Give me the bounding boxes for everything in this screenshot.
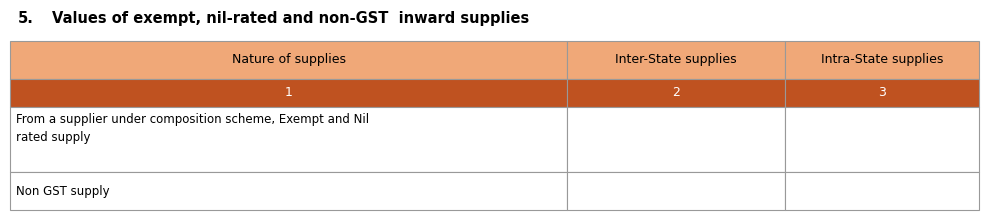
Bar xyxy=(785,41,979,79)
Bar xyxy=(10,41,567,79)
Text: 1: 1 xyxy=(285,86,293,100)
Text: 3: 3 xyxy=(878,86,886,100)
Bar xyxy=(10,79,567,107)
Bar xyxy=(10,107,567,172)
Bar xyxy=(785,172,979,210)
Text: 2: 2 xyxy=(673,86,680,100)
Bar xyxy=(785,79,979,107)
Text: From a supplier under composition scheme, Exempt and Nil
rated supply: From a supplier under composition scheme… xyxy=(16,113,369,144)
Bar xyxy=(567,41,785,79)
Text: Inter-State supplies: Inter-State supplies xyxy=(615,54,737,67)
Bar xyxy=(10,172,567,210)
Bar xyxy=(785,107,979,172)
Text: Nature of supplies: Nature of supplies xyxy=(231,54,345,67)
Bar xyxy=(567,172,785,210)
Text: Non GST supply: Non GST supply xyxy=(16,184,110,197)
Text: Intra-State supplies: Intra-State supplies xyxy=(821,54,944,67)
Bar xyxy=(567,79,785,107)
Text: Values of exempt, nil-rated and non-GST  inward supplies: Values of exempt, nil-rated and non-GST … xyxy=(52,11,529,26)
Bar xyxy=(567,107,785,172)
Text: 5.: 5. xyxy=(18,11,34,26)
